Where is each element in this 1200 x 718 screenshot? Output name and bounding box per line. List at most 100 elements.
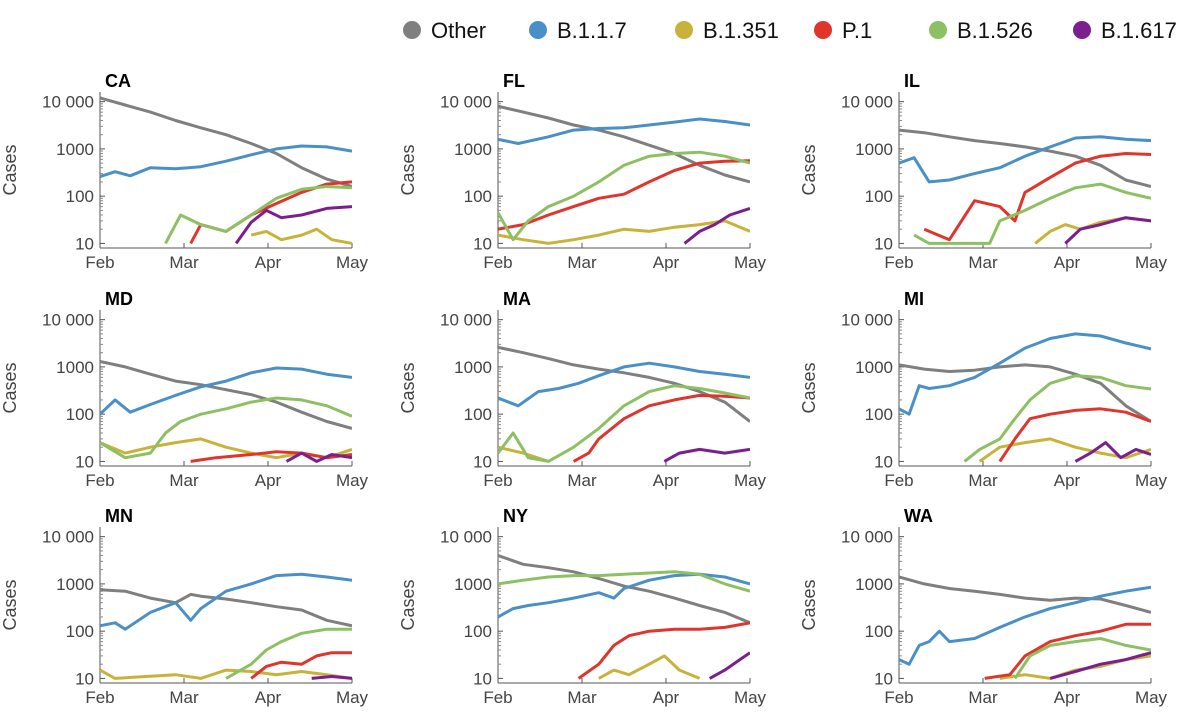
x-tick-label: May [1135,688,1168,707]
x-tick-label: Apr [1054,253,1081,272]
series-line-other [899,128,1151,188]
series-line-b-1-1-7 [899,585,1151,666]
series-line-b-1-526 [913,182,1151,245]
legend-label: Other [431,18,486,43]
series-line-b-1-1-7 [899,135,1151,184]
y-tick-label: 10 000 [841,311,893,330]
y-tick-label: 100 [865,187,893,206]
legend-label: B.1.1.7 [557,18,627,43]
y-axis-label: Cases [0,362,20,413]
y-tick-label: 100 [464,187,492,206]
x-tick-label: Apr [653,688,680,707]
y-tick-label: 10 000 [42,311,94,330]
y-axis-label: Cases [0,579,20,630]
x-tick-label: Mar [169,253,199,272]
series-line-b-1-526 [498,384,750,463]
panel-mn: 10 100 1000 10 000 Cases Feb Mar Apr May MN [0,506,369,707]
x-tick-label: Mar [567,471,597,490]
series-line-b-1-351 [1034,216,1151,245]
series-line-b-1-526 [498,150,750,242]
x-tick-label: Feb [85,688,114,707]
panel-wa: 10 100 1000 10 000 Cases Feb Mar Apr May WA [799,506,1168,707]
legend-marker [529,21,547,39]
x-tick-label: May [336,253,369,272]
legend: Other B.1.1.7 B.1.351 P.1 B.1.526 B.1.617 [403,18,1177,43]
y-tick-label: 10 000 [42,93,94,112]
legend-label: P.1 [842,18,872,43]
y-tick-label: 100 [66,405,94,424]
series-line-p-1 [572,393,750,463]
y-tick-label: 1000 [454,358,492,377]
series-line-b-1-617 [1064,216,1151,245]
x-tick-label: May [336,471,369,490]
panel-ma: 10 100 1000 10 000 Cases Feb Mar Apr May MA [398,289,767,490]
series-line-other [899,363,1151,423]
y-tick-label: 10 [874,234,893,253]
series-line-b-1-1-7 [498,117,750,145]
y-tick-label: 10 000 [42,528,94,547]
y-tick-label: 10 [75,452,94,471]
x-tick-label: May [734,253,767,272]
x-tick-label: Apr [653,471,680,490]
y-tick-label: 10 [874,669,893,688]
series-line-b-1-617 [1074,441,1151,463]
y-axis-label: Cases [799,362,819,413]
y-tick-label: 10 [473,234,492,253]
legend-item: Other [403,18,486,43]
y-axis-label: Cases [0,144,20,195]
x-tick-label: Mar [567,253,597,272]
series-line-p-1 [998,407,1151,463]
y-tick-label: 100 [865,405,893,424]
series-line-b-1-617 [663,447,750,463]
x-tick-label: Apr [653,253,680,272]
series-line-b-1-526 [498,570,750,593]
legend-item: P.1 [814,18,872,43]
y-tick-label: 10 [75,234,94,253]
y-tick-label: 10 000 [440,93,492,112]
series-line-other [100,96,352,188]
y-tick-label: 10 [473,669,492,688]
panel-ca: 10 100 1000 10 000 Cases Feb Mar Apr May CA [0,71,369,272]
panel-title: IL [904,71,920,91]
y-tick-label: 10 000 [841,93,893,112]
series-line-other [100,588,352,628]
y-tick-label: 100 [66,187,94,206]
y-axis-label: Cases [398,362,418,413]
panel-title: CA [105,71,131,91]
y-tick-label: 100 [464,405,492,424]
y-tick-label: 1000 [855,140,893,159]
panel-title: NY [503,506,528,526]
y-tick-label: 10 [874,452,893,471]
series-line-b-1-351 [978,437,1151,463]
x-tick-label: Feb [483,471,512,490]
y-tick-label: 1000 [56,575,94,594]
series-line-b-1-526 [1013,637,1151,680]
series-line-p-1 [577,621,750,680]
x-tick-label: Mar [968,471,998,490]
y-tick-label: 100 [464,622,492,641]
legend-item: B.1.1.7 [529,18,627,43]
x-tick-label: Mar [968,688,998,707]
panel-md: 10 100 1000 10 000 Cases Feb Mar Apr May MD [0,289,369,490]
series-line-other [498,554,750,625]
panel-title: WA [904,506,933,526]
series-line-b-1-617 [311,675,352,680]
series-line-b-1-617 [683,206,750,245]
legend-item: B.1.351 [675,18,779,43]
series-line-b-1-1-7 [100,366,352,416]
x-tick-label: Feb [884,688,913,707]
series-line-b-1-617 [1049,651,1151,680]
x-tick-label: Feb [85,253,114,272]
legend-marker [929,21,947,39]
y-tick-label: 1000 [56,358,94,377]
y-axis-label: Cases [398,579,418,630]
series-line-b-1-526 [963,374,1151,463]
y-tick-label: 10 [473,452,492,471]
y-tick-label: 1000 [855,358,893,377]
x-tick-label: Feb [483,688,512,707]
legend-label: B.1.351 [703,18,779,43]
x-tick-label: Apr [255,253,282,272]
series-line-b-1-1-7 [100,144,352,179]
y-axis-label: Cases [799,144,819,195]
